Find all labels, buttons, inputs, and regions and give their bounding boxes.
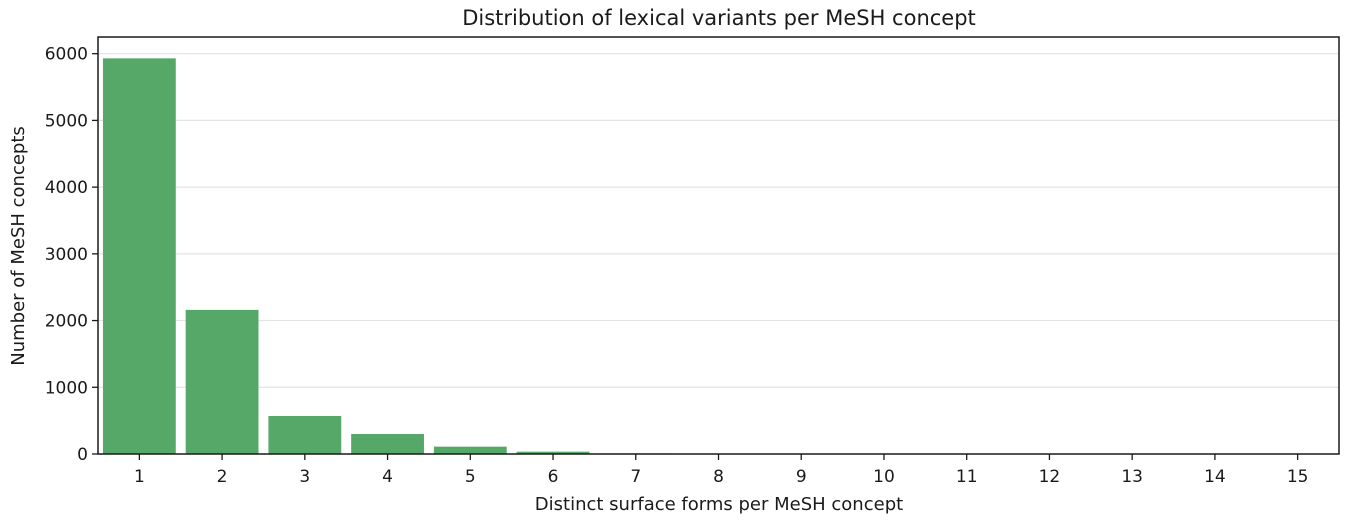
x-tick-label: 9 [796,467,807,487]
bar-6 [516,451,590,454]
x-tick-label: 5 [465,467,476,487]
x-tick-label: 10 [873,467,895,487]
bar-3 [268,415,342,454]
x-tick-label: 1 [134,467,145,487]
y-tick-label: 1000 [45,378,88,398]
y-tick-label: 6000 [45,45,88,65]
y-tick-label: 3000 [45,245,88,265]
x-tick-label: 6 [548,467,559,487]
y-tick-label: 0 [77,445,88,465]
bar-2 [185,309,259,454]
y-tick-label: 4000 [45,178,88,198]
x-tick-label: 4 [382,467,393,487]
y-tick-label: 2000 [45,312,88,332]
bar-1 [102,58,176,454]
x-tick-label: 8 [713,467,724,487]
gridlines [98,53,1339,455]
y-tick-label: 5000 [45,111,88,131]
x-tick-label: 11 [956,467,978,487]
x-tick-label: 12 [1039,467,1061,487]
plot-frame [97,36,1340,455]
bar-4 [351,433,424,454]
x-tick-label: 15 [1287,467,1309,487]
bars [102,58,1335,455]
bar-5 [433,446,507,454]
y-axis-label: Number of MeSH concepts [8,126,29,366]
chart-title: Distribution of lexical variants per MeS… [462,6,976,30]
x-tick-label: 2 [217,467,228,487]
x-axis-label: Distinct surface forms per MeSH concept [535,494,903,515]
x-tick-label: 13 [1121,467,1143,487]
x-tick-label: 3 [299,467,310,487]
x-tick-label: 7 [630,467,641,487]
x-tick-label: 14 [1204,467,1226,487]
